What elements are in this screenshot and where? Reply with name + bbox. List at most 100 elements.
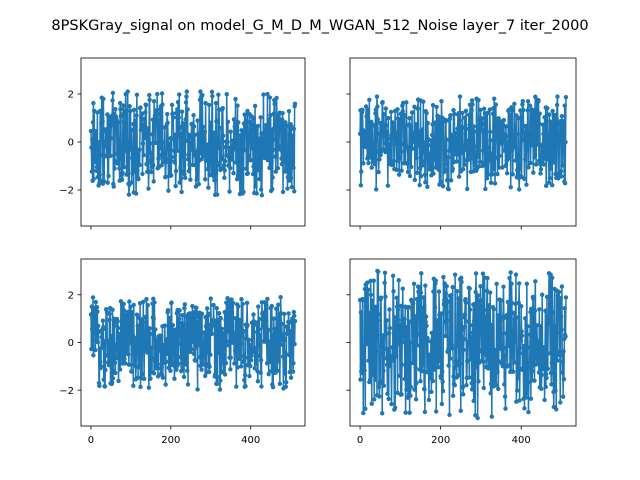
data-point — [275, 368, 280, 373]
data-point — [204, 306, 210, 311]
data-point — [541, 162, 546, 167]
data-point — [480, 298, 485, 303]
data-point — [258, 333, 263, 338]
data-point — [274, 95, 279, 101]
data-point — [163, 174, 168, 179]
data-point — [531, 296, 536, 301]
data-point — [374, 334, 379, 340]
data-point — [288, 375, 294, 380]
data-point — [477, 323, 483, 329]
data-point — [517, 166, 523, 171]
data-point — [142, 343, 148, 348]
x-tick-label: 400 — [512, 435, 531, 446]
data-point — [538, 171, 543, 176]
data-point — [115, 161, 120, 166]
data-point — [493, 155, 498, 160]
data-point — [258, 187, 264, 192]
data-point — [397, 373, 403, 378]
data-point — [372, 353, 378, 358]
data-point — [485, 275, 490, 281]
data-point — [409, 306, 415, 312]
data-point — [220, 331, 226, 336]
data-point — [456, 174, 462, 179]
data-point — [449, 134, 454, 139]
data-point — [492, 181, 498, 186]
data-point — [97, 359, 103, 365]
data-point — [386, 396, 391, 402]
data-point — [189, 347, 194, 352]
data-point — [423, 314, 429, 319]
data-point — [386, 115, 391, 121]
data-point — [210, 173, 216, 179]
data-point — [107, 311, 112, 317]
data-point — [105, 339, 110, 344]
data-point — [538, 167, 544, 172]
data-point — [272, 362, 277, 368]
data-point — [251, 164, 256, 169]
data-point — [177, 326, 183, 331]
data-point — [232, 142, 238, 148]
data-point — [555, 358, 560, 363]
data-point — [193, 358, 198, 363]
data-point — [191, 351, 197, 357]
data-point — [205, 166, 210, 172]
data-point — [163, 382, 168, 387]
data-point — [108, 357, 114, 363]
data-point — [433, 155, 438, 160]
data-point — [237, 356, 242, 361]
data-point — [236, 304, 241, 309]
data-point — [126, 192, 132, 197]
data-point — [110, 98, 115, 103]
data-point — [114, 344, 119, 349]
data-point — [550, 346, 556, 351]
data-point — [560, 163, 565, 168]
data-point — [116, 378, 121, 384]
data-point — [185, 157, 191, 162]
data-point — [280, 110, 285, 116]
data-point — [430, 378, 436, 384]
data-point — [149, 169, 154, 175]
data-point — [438, 375, 444, 381]
data-point — [280, 342, 285, 347]
data-point — [522, 130, 528, 135]
data-point — [498, 331, 503, 337]
data-point — [147, 92, 152, 98]
data-point — [563, 334, 568, 339]
data-point — [487, 107, 492, 112]
data-point — [475, 150, 480, 155]
data-point — [364, 114, 369, 119]
data-point — [256, 304, 261, 309]
data-point — [243, 383, 248, 389]
data-point — [93, 299, 98, 305]
data-point — [91, 325, 96, 331]
data-point — [539, 386, 544, 392]
data-point — [446, 363, 451, 368]
data-point — [214, 192, 220, 197]
data-point — [508, 128, 514, 133]
data-point — [554, 102, 560, 108]
data-point — [500, 165, 505, 170]
data-point — [481, 385, 486, 391]
data-point — [269, 155, 274, 160]
data-point — [463, 108, 469, 114]
data-point — [421, 295, 426, 300]
data-point — [550, 310, 555, 315]
data-point — [478, 107, 483, 113]
data-point — [548, 351, 553, 356]
data-point — [366, 358, 371, 363]
data-point — [463, 147, 468, 152]
data-point — [450, 393, 456, 399]
data-point — [418, 378, 423, 384]
data-point — [486, 172, 491, 177]
data-point — [442, 167, 448, 172]
data-point — [408, 124, 413, 130]
data-point — [521, 107, 526, 113]
data-point — [369, 119, 374, 125]
data-point — [496, 335, 502, 341]
data-point — [175, 107, 180, 112]
data-point — [284, 324, 289, 329]
data-point — [147, 97, 152, 102]
data-point — [456, 111, 461, 116]
data-point — [558, 133, 563, 138]
data-point — [506, 331, 512, 336]
